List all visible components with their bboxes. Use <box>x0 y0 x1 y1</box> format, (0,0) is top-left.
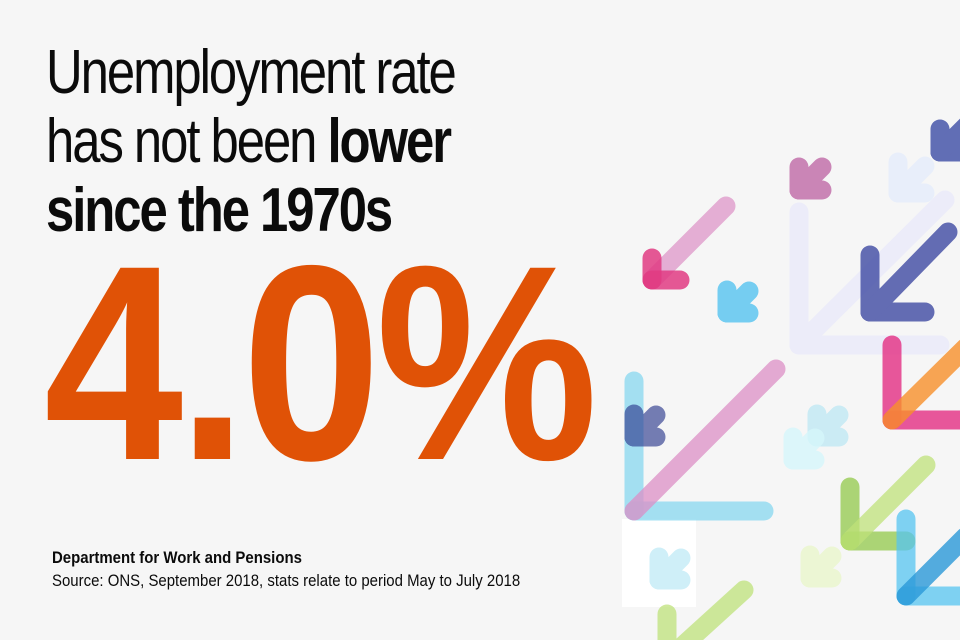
headline-line-1: Unemployment rate <box>46 38 457 107</box>
footer: Department for Work and Pensions Source:… <box>52 547 584 593</box>
source-note: Source: ONS, September 2018, stats relat… <box>52 571 521 590</box>
unemployment-rate-value: 4.0% <box>44 207 598 518</box>
headline-line-2-regular: has not been <box>46 107 328 176</box>
headline-line-2: has not been lower <box>46 107 455 176</box>
headline: Unemployment rate has not been lower sin… <box>46 38 457 245</box>
headline-line-3: since the 1970s <box>46 176 393 245</box>
background-patch <box>622 519 696 607</box>
headline-line-2-bold: lower <box>327 107 452 176</box>
organisation-name: Department for Work and Pensions <box>52 548 302 567</box>
